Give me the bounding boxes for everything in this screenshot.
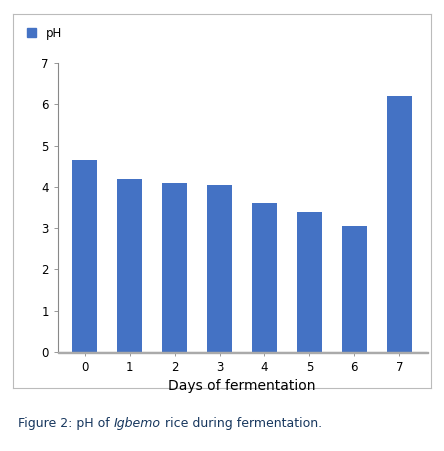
Bar — [174, 183, 177, 352]
Bar — [85, 160, 87, 352]
Bar — [342, 226, 367, 352]
Bar — [309, 212, 311, 352]
Bar — [297, 212, 322, 352]
Bar — [387, 96, 412, 352]
Bar — [72, 160, 97, 352]
Bar — [117, 179, 142, 352]
Text: Figure 2: pH of: Figure 2: pH of — [18, 417, 114, 430]
Bar — [219, 185, 222, 352]
Bar — [162, 183, 187, 352]
Legend: pH: pH — [24, 23, 66, 43]
Bar — [354, 226, 357, 352]
Bar — [265, 203, 266, 352]
Text: rice during fermentation.: rice during fermentation. — [161, 417, 321, 430]
Text: Igbemo: Igbemo — [114, 417, 161, 430]
X-axis label: Days of fermentation: Days of fermentation — [168, 379, 316, 393]
Bar — [130, 179, 131, 352]
Bar — [252, 203, 277, 352]
Bar — [399, 96, 401, 352]
Bar — [207, 185, 232, 352]
